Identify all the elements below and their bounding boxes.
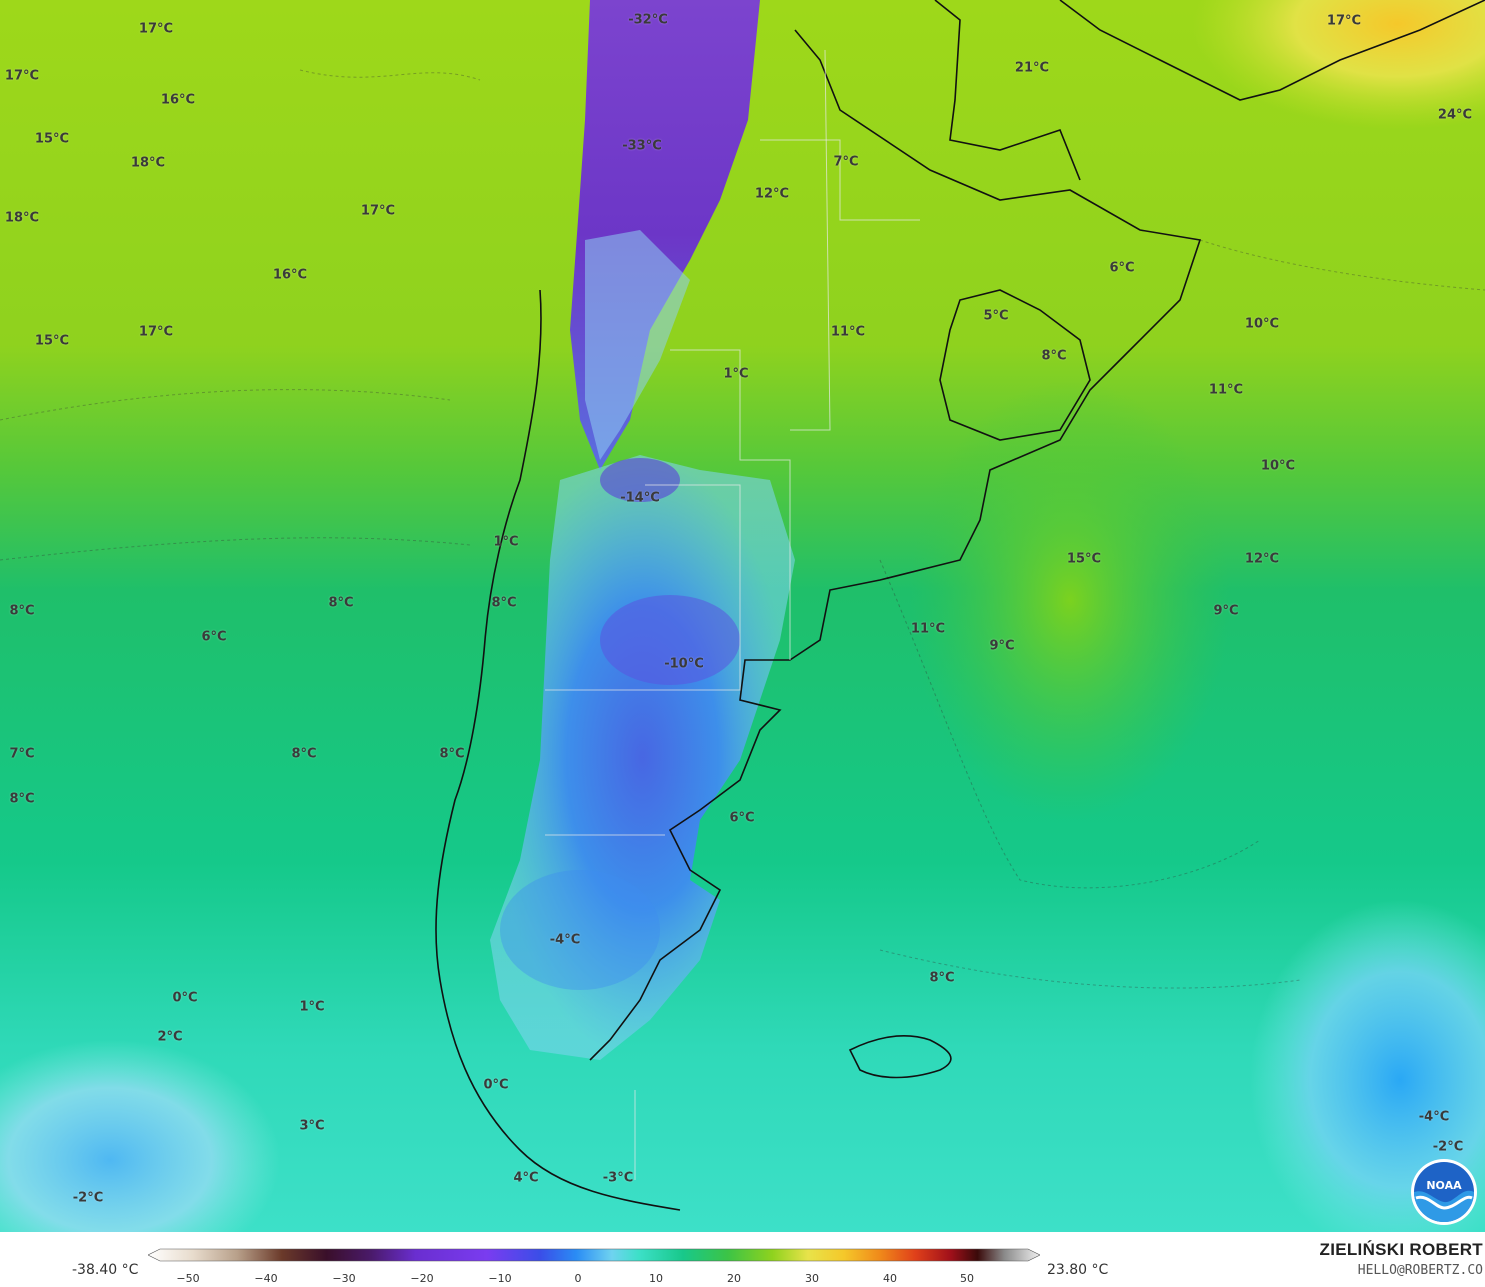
temp-label: 4°C [513, 1170, 539, 1186]
colorbar-tick: 40 [883, 1272, 897, 1285]
colorbar-tick: 30 [805, 1272, 819, 1285]
author-email: HELLO@ROBERTZ.CO [1357, 1263, 1483, 1278]
temp-label: 17°C [360, 203, 396, 219]
temp-label: 8°C [328, 595, 354, 611]
temp-label: 15°C [34, 131, 70, 147]
colorbar-tick: −50 [176, 1272, 200, 1285]
temp-label: -14°C [620, 490, 660, 506]
temp-label: 11°C [910, 621, 946, 637]
temp-label: 11°C [1208, 382, 1244, 398]
temp-label: 0°C [483, 1077, 509, 1093]
temperature-map: -32°C 17°C 17°C 16°C 15°C 18°C -33°C 18°… [0, 0, 1485, 1232]
colorbar-tick: 20 [727, 1272, 741, 1285]
colorbar-tick: 10 [649, 1272, 663, 1285]
temp-label: 8°C [291, 746, 317, 762]
colorbar-tick: −20 [410, 1272, 434, 1285]
temp-label: 6°C [201, 629, 227, 645]
temp-label: 1°C [299, 999, 325, 1015]
temp-label: 2°C [157, 1029, 183, 1045]
temp-label: 7°C [833, 154, 859, 170]
temp-label: 24°C [1437, 107, 1473, 123]
temp-label: 11°C [830, 324, 866, 340]
temp-label: 8°C [1041, 348, 1067, 364]
temp-label: 8°C [491, 595, 517, 611]
temp-label: 8°C [9, 791, 35, 807]
temp-label: -2°C [1432, 1139, 1464, 1155]
temp-label: 16°C [160, 92, 196, 108]
temp-label: -3°C [602, 1170, 634, 1186]
temp-label: 6°C [729, 810, 755, 826]
temp-label: -32°C [628, 12, 668, 28]
temp-label: 6°C [1109, 260, 1135, 276]
noaa-logo: NOAA [1411, 1159, 1477, 1225]
scale-min-label: -38.40 °C [72, 1262, 139, 1278]
temp-label: 9°C [989, 638, 1015, 654]
temp-label: 12°C [1244, 551, 1280, 567]
temp-label: 21°C [1014, 60, 1050, 76]
temp-label: 18°C [130, 155, 166, 171]
temp-label: 0°C [172, 990, 198, 1006]
temp-label: 15°C [34, 333, 70, 349]
temp-label: 10°C [1244, 316, 1280, 332]
map-graphic [0, 0, 1485, 1232]
temp-label: 1°C [723, 366, 749, 382]
color-scale-bar [148, 1248, 1040, 1262]
temp-label: 9°C [1213, 603, 1239, 619]
author-name: ZIELIŃSKI ROBERT [1319, 1240, 1483, 1259]
temp-label: 17°C [1326, 13, 1362, 29]
temp-label: -33°C [622, 138, 662, 154]
temp-label: 8°C [439, 746, 465, 762]
temp-label: 17°C [138, 21, 174, 37]
temp-label: -10°C [664, 656, 704, 672]
temp-label: -2°C [72, 1190, 104, 1206]
temp-label: 8°C [929, 970, 955, 986]
temp-label: 5°C [983, 308, 1009, 324]
temp-label: 10°C [1260, 458, 1296, 474]
colorbar-tick: 50 [960, 1272, 974, 1285]
temp-label: 16°C [272, 267, 308, 283]
temp-label: 1°C [493, 534, 519, 550]
temp-label: 7°C [9, 746, 35, 762]
colorbar-tick: 0 [574, 1272, 582, 1285]
scale-max-label: 23.80 °C [1047, 1262, 1109, 1278]
colorbar-tick: −30 [332, 1272, 356, 1285]
temp-label: 18°C [4, 210, 40, 226]
temp-label: 8°C [9, 603, 35, 619]
temp-label: -4°C [549, 932, 581, 948]
temp-label: 3°C [299, 1118, 325, 1134]
temp-label: 12°C [754, 186, 790, 202]
colorbar-tick: −40 [254, 1272, 278, 1285]
temp-label: 17°C [4, 68, 40, 84]
temp-label: 15°C [1066, 551, 1102, 567]
colorbar-tick: −10 [488, 1272, 512, 1285]
svg-text:NOAA: NOAA [1426, 1179, 1462, 1192]
temp-label: -4°C [1418, 1109, 1450, 1125]
temp-label: 17°C [138, 324, 174, 340]
